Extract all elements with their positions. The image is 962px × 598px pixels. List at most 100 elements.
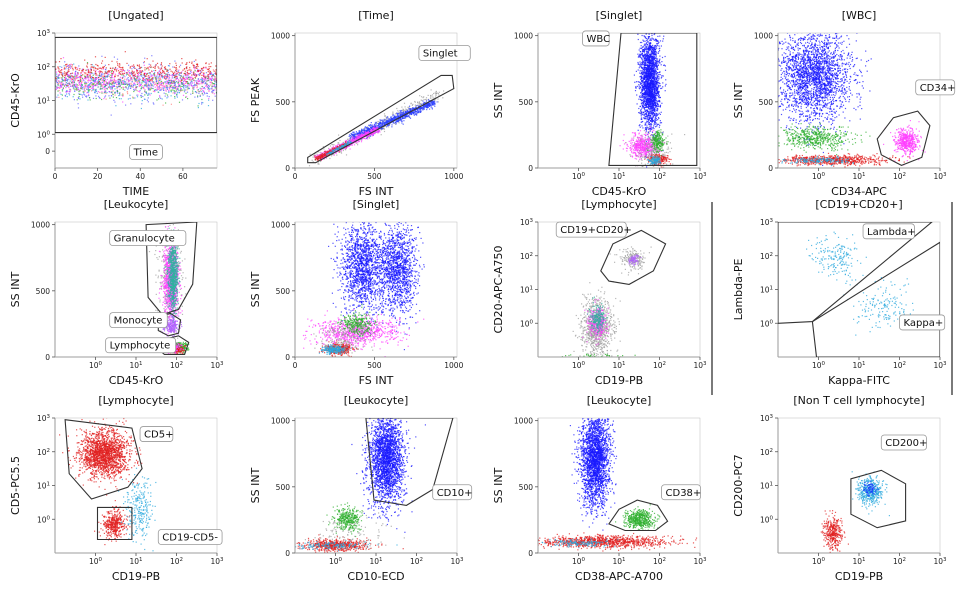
plot-title: [Lymphocyte] (98, 394, 173, 407)
y-axis-label: SS INT (249, 467, 262, 503)
y-tick-label: 1000 (514, 32, 533, 41)
y-axis-label: CD45-KrO (9, 73, 22, 128)
x-tick-label: 102 (893, 557, 906, 566)
x-tick-label: 101 (129, 361, 142, 370)
gate-wbc[interactable] (608, 33, 698, 166)
x-tick-label: 40 (135, 172, 145, 181)
gate-kappa-[interactable] (811, 241, 940, 357)
gate-label-box (880, 434, 927, 451)
y-axis-label: SS INT (492, 82, 505, 118)
plot-p6: [Singlet] 0 500 1000 0 500 1000 FS INT SS INT (249, 198, 464, 387)
gate-cd5-[interactable] (64, 419, 143, 500)
gate-cd10-[interactable] (365, 418, 454, 506)
x-axis-label: CD34-APC (831, 185, 887, 198)
x-tick-label: 103 (450, 557, 464, 566)
x-axis-label: CD19-PB (595, 374, 643, 387)
gate-lambda-[interactable] (778, 222, 933, 324)
y-tick-label: 102 (760, 448, 773, 457)
x-tick-label: 100 (89, 361, 103, 370)
plot-title: [Time] (358, 9, 394, 22)
y-tick-label: 100 (37, 515, 51, 524)
x-tick-label: 102 (410, 557, 423, 566)
gate-label: CD10+ (437, 488, 473, 499)
y-tick-label: 103 (520, 218, 534, 227)
plot-p5: [Leukocyte] 100 101 102 103 0 500 1000 CD45-KrO S… (9, 198, 224, 387)
gate-cd34-[interactable] (876, 110, 931, 167)
x-axis-label: CD38-APC-A700 (575, 570, 663, 583)
events-p7 (561, 246, 652, 357)
x-axis-label: Kappa-FITC (828, 374, 890, 387)
y-axis-label: SS INT (9, 271, 22, 307)
gate-time[interactable] (55, 36, 217, 134)
gate-label-box (418, 45, 471, 61)
y-tick-label: 0 (528, 164, 533, 173)
x-tick-label: 101 (369, 557, 382, 566)
y-axis-label: CD200-PC7 (732, 454, 745, 516)
gate-label: CD200+ (885, 438, 927, 449)
gate-label-box (899, 314, 946, 331)
gate-label: WBC (587, 34, 611, 45)
plot-frame (294, 221, 458, 358)
x-tick-label: 101 (852, 361, 865, 370)
gate-label: CD19-CD5- (162, 533, 218, 544)
y-tick-label: 1000 (754, 32, 773, 41)
y-tick-label: 0 (528, 549, 533, 558)
gate-label: Kappa+ (904, 318, 944, 329)
y-tick-label: 1000 (271, 221, 290, 230)
events-p2 (308, 89, 445, 167)
gate-label-box (432, 484, 473, 501)
x-tick-label: 0 (293, 172, 298, 181)
x-axis-label: CD45-KrO (592, 185, 647, 198)
y-tick-label: 101 (520, 286, 533, 295)
gate-cd19-cd20-[interactable] (600, 229, 667, 285)
gate-label-box (555, 221, 627, 238)
x-tick-label: 101 (852, 557, 865, 566)
y-tick-label: 500 (759, 98, 774, 107)
gate-label-box (582, 30, 610, 47)
gate-cd38-[interactable] (608, 499, 669, 532)
plot-title: [Leukocyte] (104, 198, 169, 211)
x-tick-label: 102 (653, 361, 666, 370)
x-tick-label: 103 (933, 172, 947, 181)
gate-label-box (109, 230, 187, 246)
x-tick-label: 500 (367, 172, 382, 181)
y-tick-label: 1000 (271, 32, 290, 41)
gate-label: CD19+CD20+ (560, 225, 632, 236)
y-tick-label: 102 (37, 448, 50, 457)
plot-title: [Ungated] (108, 9, 163, 22)
gate-label: Singlet (423, 49, 458, 60)
plot-p1: [Ungated] 0 20 40 60 103 102 101 100 0 TIME CD45-Kr… (9, 9, 218, 198)
x-axis-label: CD10-ECD (347, 570, 404, 583)
x-tick-label: 103 (693, 557, 707, 566)
x-axis-label: FS INT (359, 185, 394, 198)
y-tick-label: 101 (37, 97, 50, 106)
events-p1 (55, 51, 217, 116)
y-tick-label: 101 (760, 482, 773, 491)
y-axis-label: Lambda-PE (732, 259, 745, 321)
gate-cd19-cd5-[interactable] (96, 506, 133, 541)
x-tick-label: 101 (612, 361, 625, 370)
x-tick-label: 100 (572, 172, 586, 181)
plot-p2: [Time] 0 500 1000 0 500 1000 FS INT FS PEAK Singl… (249, 9, 471, 198)
y-tick-label: 500 (276, 287, 291, 296)
x-axis-label: CD19-PB (835, 570, 883, 583)
x-tick-label: 100 (812, 172, 826, 181)
gate-cd200-[interactable] (850, 469, 907, 529)
plot-title: [Leukocyte] (587, 394, 652, 407)
gate-singlet[interactable] (307, 74, 455, 164)
x-tick-label: 102 (893, 361, 906, 370)
gate-label: CD5+ (144, 430, 173, 441)
gate-label: CD34+ (920, 83, 956, 94)
y-tick-label: 500 (519, 483, 534, 492)
gate-label: Time (133, 148, 158, 159)
x-axis-label: CD45-KrO (109, 374, 164, 387)
y-axis-label: CD20-APC-A750 (492, 246, 505, 334)
y-tick-label: 0 (285, 549, 290, 558)
y-tick-label: 100 (520, 319, 534, 328)
x-axis-label: TIME (122, 185, 149, 198)
x-axis-label: CD19-PB (112, 570, 160, 583)
gate-label-box (661, 484, 701, 501)
gate-label-box (109, 312, 168, 328)
gate-label-box (139, 426, 174, 442)
x-tick-label: 100 (572, 361, 586, 370)
